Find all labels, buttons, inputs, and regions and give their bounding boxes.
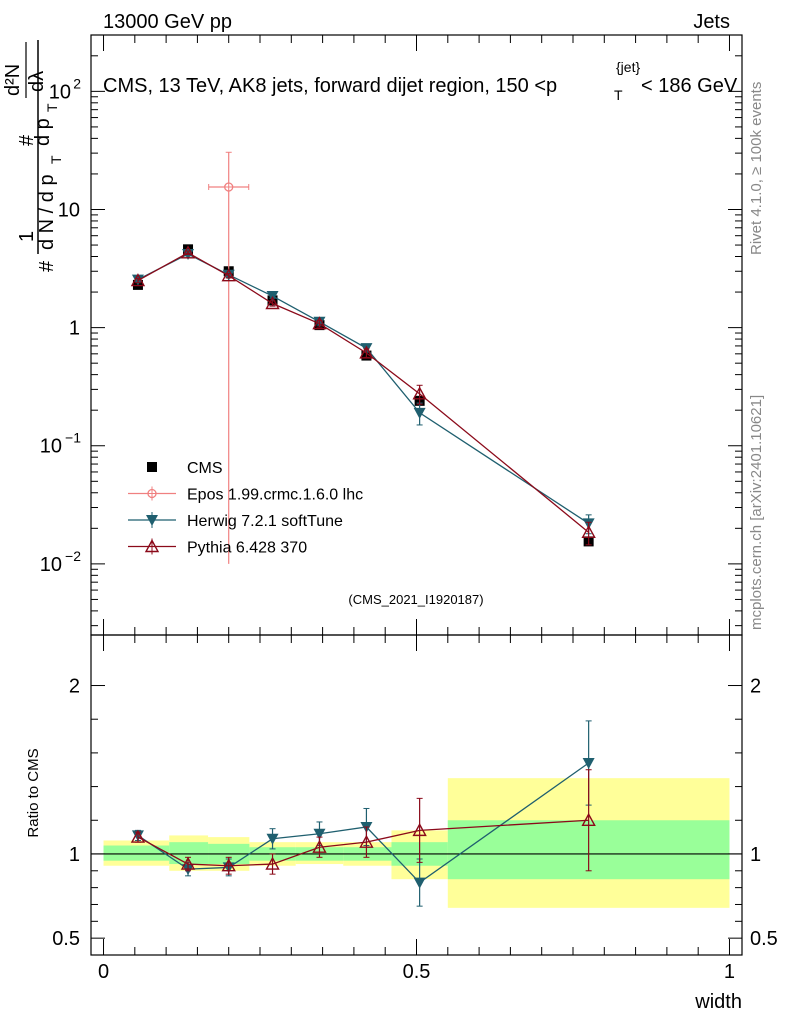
y-tick-label-exponent: 2 (73, 75, 81, 91)
rivet-label: Rivet 4.1.0, ≥ 100k events (748, 82, 765, 255)
y-tick-label: 10 (40, 436, 62, 458)
data-point (265, 296, 280, 310)
top-ylabel: # 1 d N / d p T # d p T d²N dλ (2, 40, 64, 272)
ylabel-dn-dpt: d N / d p (36, 174, 58, 250)
ratio-y-tick-label-right: 2 (750, 676, 761, 698)
ratio-y-tick-label-left: 1 (69, 844, 80, 866)
ratio-data-point (582, 758, 595, 769)
series-pythia-6-428-370 (130, 245, 596, 546)
series-epos-1-99-crmc-1-6-0-lhc (208, 151, 250, 564)
ratio-series-pythia-6-428-370 (130, 769, 596, 875)
ratio-data-point (221, 858, 236, 872)
ratio-data-point (412, 822, 427, 837)
ratio-y-tick-label-right: 0.5 (750, 928, 778, 950)
ratio-panel: 0.5 0.5 1 1 2 2 0 0.5 1 (52, 634, 778, 983)
legend-label: Epos 1.99.crmc.1.6.0 lhc (187, 487, 363, 504)
legend-item-pythia-6-428-370: Pythia 6.428 370 (128, 538, 307, 557)
ylabel-t-sub: T (48, 155, 64, 164)
ylabel-d2n: d²N (2, 64, 24, 96)
legend-label: Pythia 6.428 370 (187, 540, 307, 557)
plot-title-sub: T (614, 87, 623, 103)
ratio-data-point (265, 856, 280, 870)
ratio-ylabel: Ratio to CMS (25, 748, 42, 837)
legend: CMS Epos 1.99.crmc.1.6.0 lhc Herwig 7.2.1 … (128, 460, 363, 557)
ratio-data-point (180, 856, 196, 870)
legend-marker-cross (148, 489, 156, 498)
ratio-y-tick-label-left: 0.5 (52, 928, 80, 950)
y-tick-label: 10 (58, 199, 80, 221)
ratio-data-point (312, 839, 327, 853)
ratio-data-point (130, 829, 146, 843)
analysis-tag: (CMS_2021_I1920187) (348, 592, 483, 607)
plot-title-tail: < 186 GeV (641, 75, 738, 97)
ratio-y-tick-label-right: 1 (750, 844, 761, 866)
data-point (581, 524, 596, 539)
legend-marker (146, 515, 158, 526)
ylabel-num-dpt: d p (32, 118, 54, 146)
uncertainty-band-inner (103, 845, 170, 861)
data-point-cross (224, 183, 233, 192)
plot-title: CMS, 13 TeV, AK8 jets, forward dijet reg… (103, 59, 738, 103)
y-tick-label: 10 (49, 81, 71, 103)
legend-item-cms: CMS (147, 460, 223, 477)
ratio-data-point (359, 834, 374, 848)
ratio-series-line (137, 819, 589, 867)
y-tick-label-exponent: −2 (65, 548, 81, 564)
legend-item-epos-1-99-crmc-1-6-0-lhc: Epos 1.99.crmc.1.6.0 lhc (128, 486, 363, 504)
x-tick-label: 0 (98, 961, 109, 983)
legend-marker (147, 462, 157, 472)
x-axis-label: width (694, 991, 742, 1013)
ylabel-one: 1 (16, 231, 38, 242)
legend-label: Herwig 7.2.1 softTune (187, 513, 343, 530)
y-tick-label: 1 (69, 318, 80, 340)
ylabel-hash-2: # (16, 134, 38, 146)
legend-marker (144, 539, 160, 553)
data-point (413, 407, 426, 419)
ratio-data-point (313, 828, 326, 840)
legend-label: CMS (187, 460, 223, 477)
plot-title-main: CMS, 13 TeV, AK8 jets, forward dijet reg… (103, 75, 557, 97)
data-point (412, 386, 427, 400)
x-tick-label: 1 (724, 961, 735, 983)
y-tick-label: 10 (40, 554, 62, 576)
ylabel-dlambda: dλ (26, 71, 48, 92)
site-label: mcplots.cern.ch [arXiv:2401.10621] (748, 395, 765, 630)
ylabel-num-t-sub: T (44, 103, 60, 112)
data-point (130, 273, 146, 287)
data-point (359, 345, 374, 359)
y-tick-label-exponent: −1 (65, 430, 81, 446)
plot-title-sup: {jet} (616, 59, 640, 75)
data-point (312, 316, 327, 330)
ylabel-hash-1: # (36, 260, 58, 272)
energy-label: 13000 GeV pp (103, 11, 232, 33)
ratio-data-point (266, 833, 279, 845)
ratio-data-point (581, 812, 596, 826)
data-point (221, 268, 236, 282)
legend-item-herwig-7-2-1-softtune: Herwig 7.2.1 softTune (128, 512, 343, 530)
series-line (137, 253, 589, 524)
category-label: Jets (693, 11, 730, 33)
data-point (180, 245, 196, 259)
x-tick-label: 0.5 (403, 961, 431, 983)
ratio-y-tick-label-left: 2 (69, 676, 80, 698)
ratio-series-line (137, 762, 590, 884)
series-line (137, 252, 590, 533)
ratio-data-point (413, 877, 426, 889)
